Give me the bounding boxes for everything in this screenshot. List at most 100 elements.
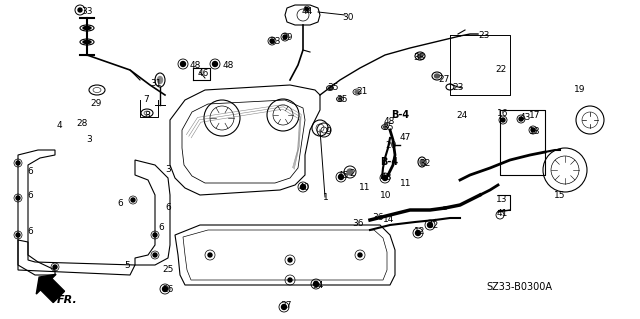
Text: 27: 27 — [438, 75, 450, 84]
Circle shape — [383, 175, 387, 181]
Text: 24: 24 — [456, 110, 468, 120]
Circle shape — [339, 174, 344, 180]
Text: 39: 39 — [281, 33, 292, 41]
Circle shape — [208, 253, 212, 257]
Text: 34: 34 — [312, 280, 324, 290]
Circle shape — [347, 169, 353, 175]
Text: 13: 13 — [496, 195, 508, 204]
Text: 32: 32 — [419, 159, 431, 167]
Text: 26: 26 — [163, 285, 173, 293]
Text: 14: 14 — [383, 216, 395, 225]
Text: 22: 22 — [495, 65, 507, 75]
Circle shape — [153, 253, 157, 257]
Text: 21: 21 — [356, 87, 368, 97]
Text: 6: 6 — [27, 167, 33, 175]
Text: FR.: FR. — [57, 295, 77, 305]
Text: 4: 4 — [56, 121, 62, 130]
Text: 37: 37 — [280, 301, 292, 310]
Text: 47: 47 — [399, 133, 411, 143]
Ellipse shape — [435, 74, 440, 78]
Circle shape — [282, 305, 287, 309]
Text: 23: 23 — [452, 83, 464, 92]
Text: 1: 1 — [323, 192, 329, 202]
Text: 20: 20 — [385, 140, 397, 150]
Text: 41: 41 — [496, 209, 508, 218]
Text: 42: 42 — [428, 220, 438, 229]
Ellipse shape — [355, 91, 359, 93]
Text: 9: 9 — [325, 127, 331, 136]
Circle shape — [428, 222, 433, 227]
Text: 48: 48 — [383, 116, 395, 125]
Text: 33: 33 — [269, 36, 281, 46]
Polygon shape — [36, 274, 65, 302]
Circle shape — [153, 233, 157, 237]
Circle shape — [301, 184, 305, 189]
Text: 35: 35 — [336, 94, 348, 103]
Circle shape — [501, 118, 505, 122]
Circle shape — [163, 286, 168, 292]
Ellipse shape — [339, 98, 342, 100]
Circle shape — [16, 233, 20, 237]
Text: 6: 6 — [117, 198, 123, 207]
Text: 23: 23 — [478, 32, 490, 41]
Circle shape — [53, 265, 57, 269]
Text: 6: 6 — [158, 224, 164, 233]
Circle shape — [270, 39, 274, 43]
Text: 11: 11 — [359, 183, 371, 192]
Text: 3: 3 — [165, 166, 171, 174]
Text: SZ33-B0300A: SZ33-B0300A — [486, 282, 552, 292]
Text: 28: 28 — [76, 120, 88, 129]
Circle shape — [314, 281, 319, 286]
Text: 43: 43 — [519, 114, 531, 122]
Ellipse shape — [417, 54, 422, 58]
Text: 30: 30 — [342, 13, 354, 23]
Text: 48: 48 — [189, 61, 201, 70]
Text: 5: 5 — [124, 262, 130, 271]
Text: B-4: B-4 — [391, 110, 409, 120]
Circle shape — [305, 8, 308, 11]
Text: 18: 18 — [529, 127, 541, 136]
Text: 19: 19 — [574, 85, 586, 94]
Text: 11: 11 — [400, 179, 412, 188]
Text: 2: 2 — [349, 168, 355, 177]
Text: 16: 16 — [497, 108, 509, 117]
Text: 15: 15 — [554, 191, 566, 201]
Circle shape — [283, 35, 287, 39]
Circle shape — [78, 8, 82, 12]
Text: 48: 48 — [222, 61, 234, 70]
Text: 40: 40 — [298, 182, 310, 191]
Text: 46: 46 — [197, 69, 209, 78]
Text: 36: 36 — [352, 219, 364, 228]
Ellipse shape — [157, 77, 163, 84]
Ellipse shape — [383, 126, 387, 128]
Ellipse shape — [83, 41, 91, 43]
Text: 17: 17 — [529, 112, 541, 121]
Text: 29: 29 — [90, 99, 102, 108]
Ellipse shape — [420, 160, 424, 165]
Circle shape — [358, 253, 362, 257]
Circle shape — [131, 198, 135, 202]
Circle shape — [415, 231, 420, 235]
Text: 25: 25 — [163, 265, 173, 275]
Text: 8: 8 — [144, 110, 150, 120]
Text: 6: 6 — [27, 227, 33, 236]
Text: 45: 45 — [337, 172, 349, 181]
Text: 3: 3 — [86, 136, 92, 145]
Circle shape — [531, 128, 535, 132]
Circle shape — [519, 117, 523, 121]
Circle shape — [288, 258, 292, 262]
Text: 6: 6 — [27, 191, 33, 201]
Text: 6: 6 — [165, 204, 171, 212]
Text: 10: 10 — [380, 191, 392, 201]
Text: 12: 12 — [414, 227, 426, 236]
Text: 38: 38 — [413, 53, 425, 62]
Ellipse shape — [328, 87, 332, 89]
Text: 35: 35 — [382, 122, 394, 131]
Circle shape — [212, 62, 218, 66]
Text: 35: 35 — [327, 84, 339, 93]
Text: B-4: B-4 — [380, 157, 398, 167]
Text: 7: 7 — [143, 95, 149, 105]
Text: 31: 31 — [150, 78, 162, 87]
Ellipse shape — [83, 26, 91, 29]
Text: 48: 48 — [380, 174, 392, 182]
